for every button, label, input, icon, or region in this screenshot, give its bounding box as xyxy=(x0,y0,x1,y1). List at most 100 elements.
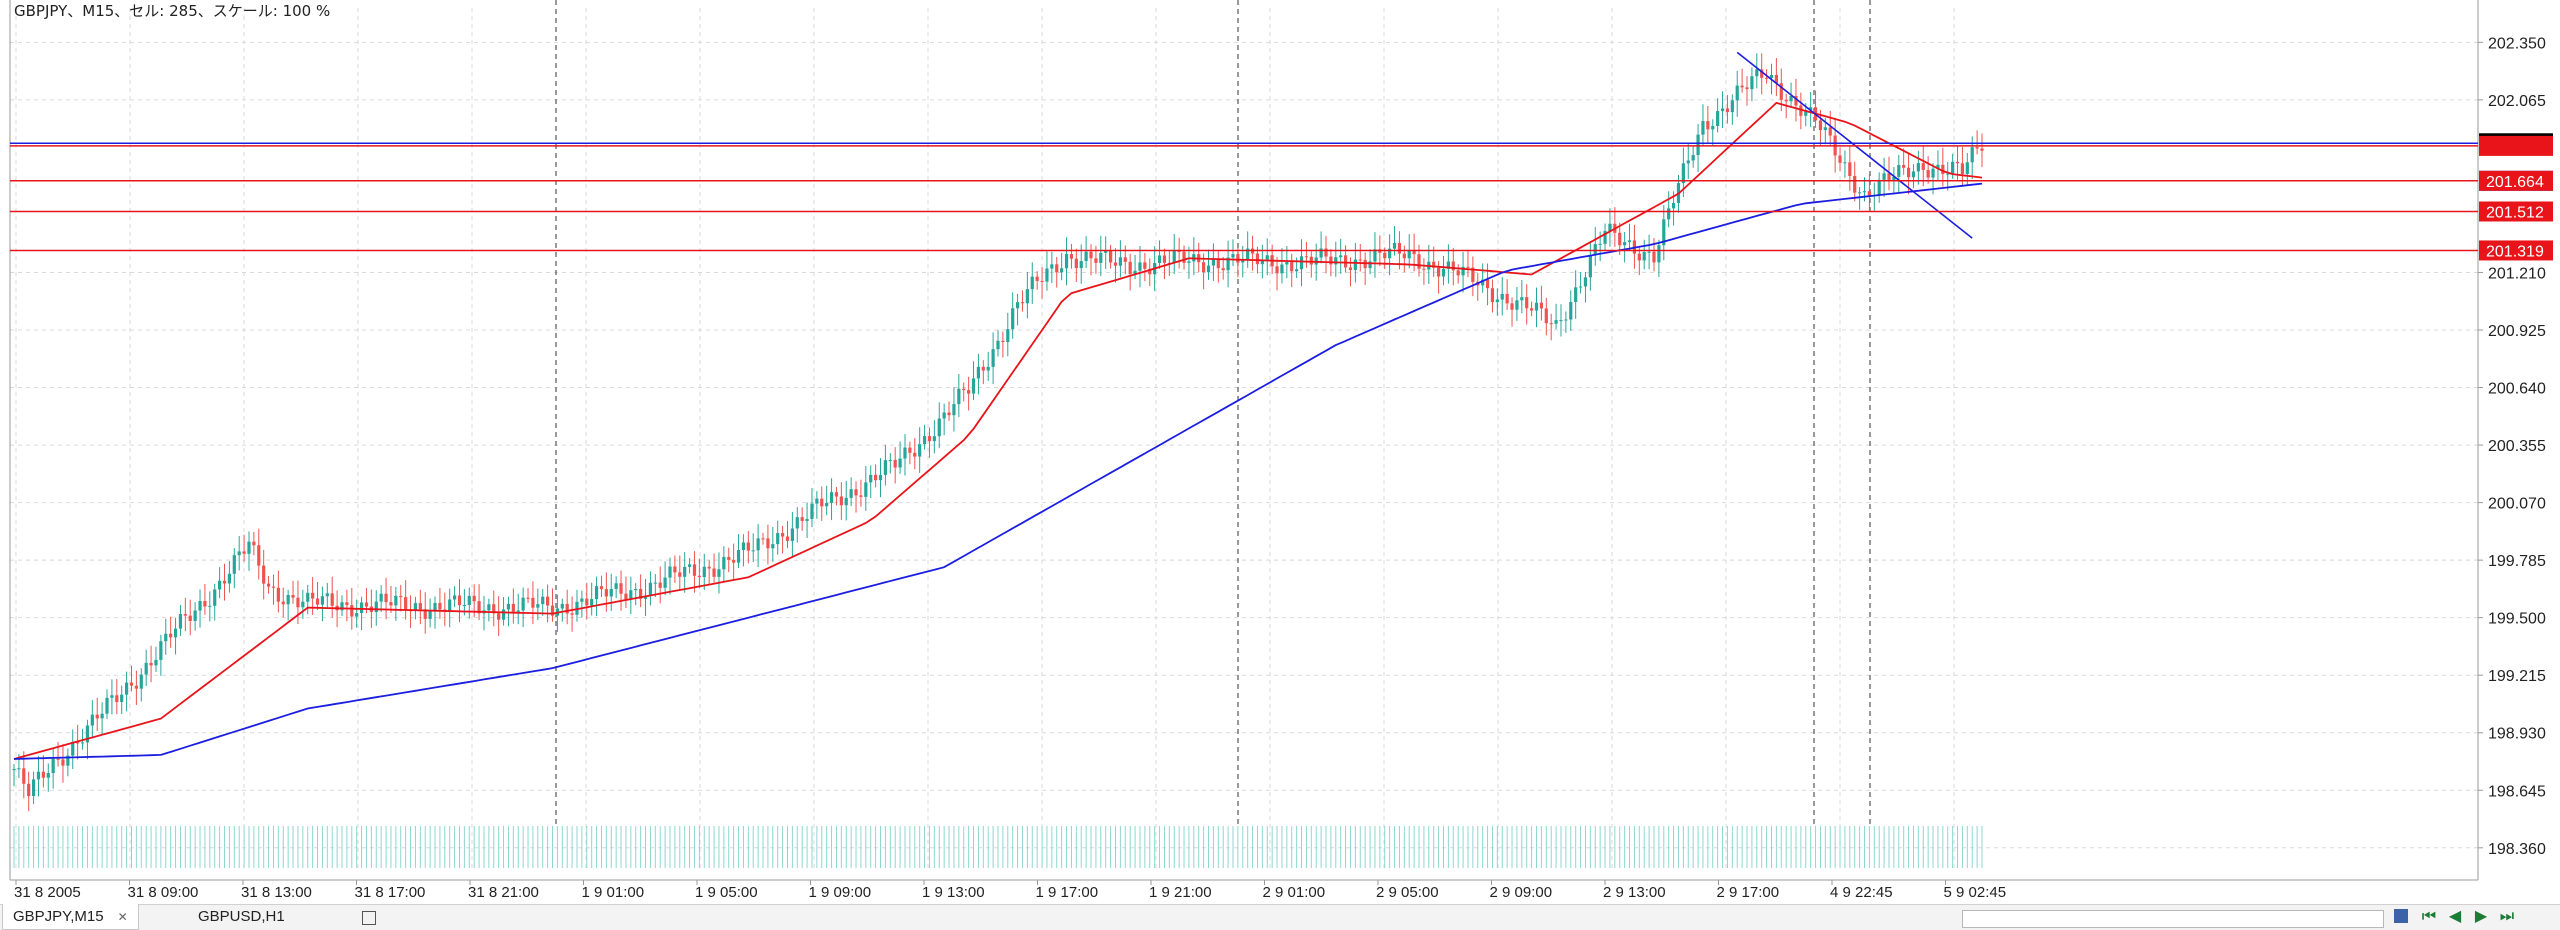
candle-body xyxy=(1980,148,1984,151)
candle-body xyxy=(1735,85,1739,101)
time-tick-label: 31 8 13:00 xyxy=(241,884,312,901)
candle-body xyxy=(898,458,902,468)
candle-body xyxy=(340,602,344,611)
first-icon[interactable]: ⏮ xyxy=(2421,908,2437,925)
candle-body xyxy=(776,533,780,545)
candle-body xyxy=(1260,259,1264,265)
candle-body xyxy=(1309,256,1313,265)
time-tick-label: 2 9 17:00 xyxy=(1717,884,1780,901)
candle-body xyxy=(1064,253,1069,269)
candle-body xyxy=(315,598,320,605)
time-tick-label: 31 8 2005 xyxy=(14,884,81,901)
save-icon[interactable] xyxy=(2394,909,2408,923)
price-tick-label: 200.355 xyxy=(2488,438,2546,455)
candle-body xyxy=(834,492,839,497)
candle-body xyxy=(1001,340,1005,343)
candle-body xyxy=(756,538,760,551)
candle-body xyxy=(971,378,976,394)
close-icon[interactable]: ✕ xyxy=(117,910,128,924)
candle-body xyxy=(1348,267,1353,271)
candle-body xyxy=(888,459,892,461)
candle-body xyxy=(1412,249,1416,255)
candle-body xyxy=(1353,259,1357,271)
candle-body xyxy=(648,582,653,596)
new-window-icon[interactable] xyxy=(362,911,376,925)
next-icon[interactable]: ▶ xyxy=(2474,908,2488,925)
candle-body xyxy=(100,713,104,719)
candle-body xyxy=(947,412,951,416)
candle-body xyxy=(1902,164,1906,168)
candle-body xyxy=(1794,96,1798,106)
candle-body xyxy=(683,566,687,577)
candle-body xyxy=(428,611,432,619)
chart-scrollbar[interactable] xyxy=(1962,910,2384,928)
price-chart[interactable]: 201.850201.664201.512201.319202.350202.0… xyxy=(0,0,2560,904)
candle-body xyxy=(1275,266,1279,274)
candle-body xyxy=(942,412,946,419)
candle-body xyxy=(766,538,770,549)
tab-gbpjpy[interactable]: GBPJPY,M15 ✕ xyxy=(2,904,139,930)
candle-body xyxy=(815,498,819,504)
candle-body xyxy=(1926,169,1930,178)
prev-icon[interactable]: ◀ xyxy=(2448,908,2462,925)
candle-body xyxy=(1965,162,1969,174)
candle-body xyxy=(1657,245,1661,263)
candle-body xyxy=(404,597,408,611)
candle-body xyxy=(1011,308,1015,330)
candle-body xyxy=(418,603,422,610)
candle-body xyxy=(1006,329,1010,343)
candle-body xyxy=(1769,74,1774,79)
candle-body xyxy=(1916,163,1920,172)
candle-body xyxy=(1495,299,1499,303)
candle-body xyxy=(1608,223,1612,231)
candle-body xyxy=(1843,162,1847,164)
candle-body xyxy=(820,498,824,507)
candle-body xyxy=(1280,264,1284,274)
candle-body xyxy=(1853,176,1857,193)
candle-body xyxy=(981,366,985,371)
candle-body xyxy=(1593,244,1597,256)
candle-body xyxy=(1804,110,1808,116)
candle-body xyxy=(1618,232,1622,246)
candle-body xyxy=(1388,248,1392,259)
candle-body xyxy=(1779,83,1783,100)
candle-body xyxy=(1094,258,1098,263)
candle-body xyxy=(580,598,584,602)
candle-body xyxy=(825,502,829,507)
price-tick-label: 200.925 xyxy=(2488,323,2546,340)
candle-body xyxy=(139,674,143,689)
candle-body xyxy=(1755,69,1759,77)
candle-body xyxy=(967,390,971,394)
candle-body xyxy=(643,595,648,599)
candle-body xyxy=(1255,253,1260,265)
candle-body xyxy=(1623,242,1627,246)
candle-body xyxy=(188,615,192,621)
candle-body xyxy=(1838,155,1842,163)
candle-body xyxy=(129,682,134,686)
candle-body xyxy=(262,565,266,584)
candle-body xyxy=(829,492,834,503)
candle-body xyxy=(1848,162,1852,177)
candle-body xyxy=(1764,77,1769,79)
candle-body xyxy=(1407,249,1411,259)
candle-body xyxy=(198,600,202,611)
candle-body xyxy=(1471,267,1475,282)
candle-body xyxy=(457,595,462,606)
candle-body xyxy=(560,603,564,609)
candle-body xyxy=(1539,302,1544,309)
candle-body xyxy=(1720,108,1725,112)
last-icon[interactable]: ⏭ xyxy=(2499,908,2515,925)
time-tick-label: 2 9 09:00 xyxy=(1490,884,1553,901)
candle-body xyxy=(1662,219,1666,246)
candle-body xyxy=(1701,121,1705,135)
candle-body xyxy=(208,605,212,607)
candle-body xyxy=(1241,259,1245,263)
ma-fast-line xyxy=(13,101,1983,760)
candle-body xyxy=(1206,265,1211,273)
candle-body xyxy=(1417,254,1421,269)
candle-body xyxy=(1099,252,1103,263)
candle-body xyxy=(452,595,457,600)
tab-gbpusd[interactable]: GBPUSD,H1 xyxy=(188,904,295,929)
candle-body xyxy=(1441,268,1446,277)
